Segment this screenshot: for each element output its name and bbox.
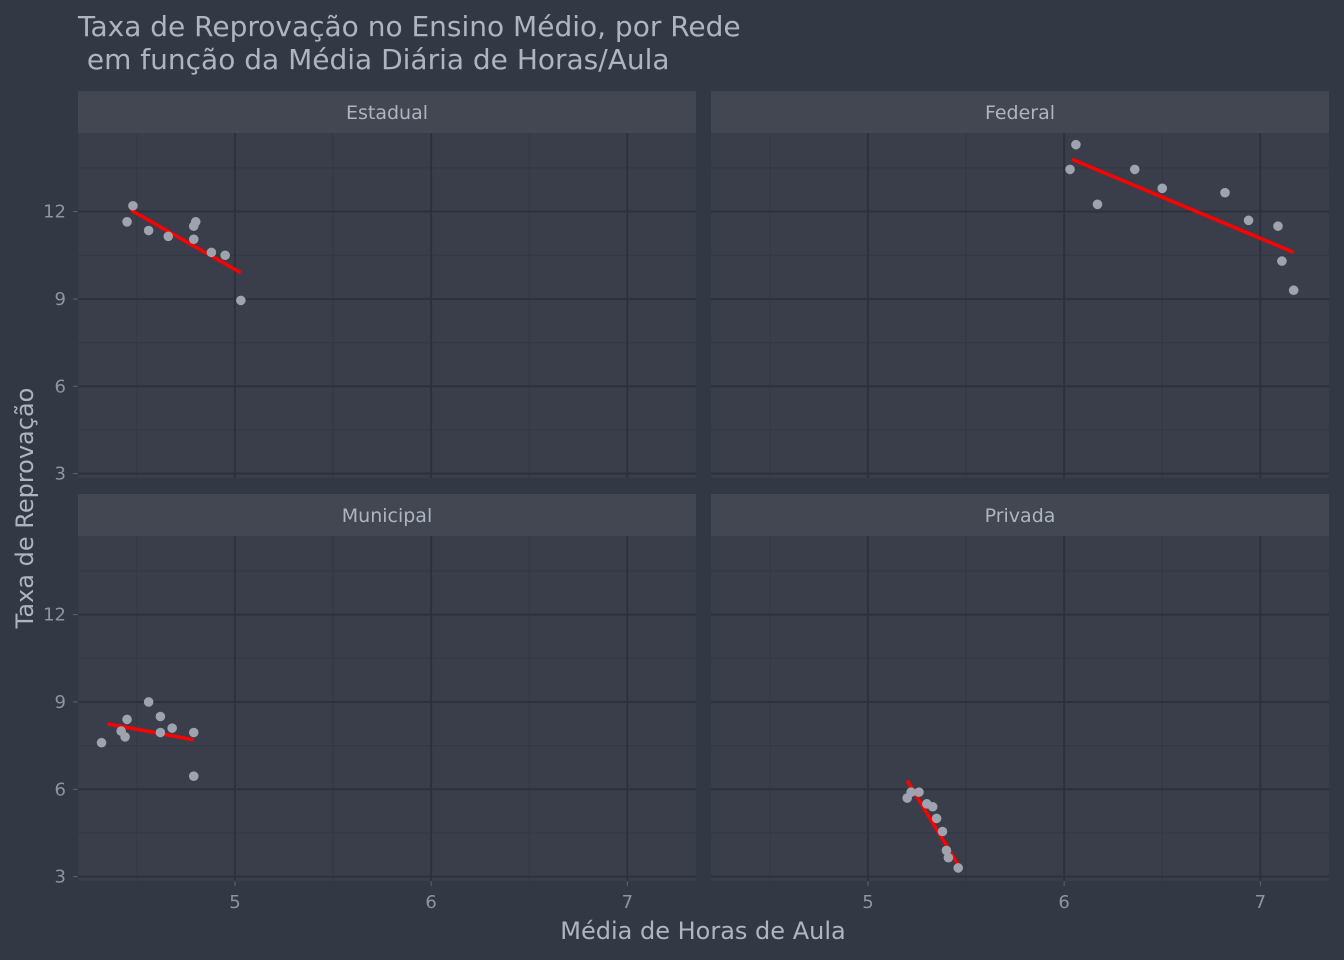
- y-axis-title: Taxa de Reprovação: [11, 388, 39, 630]
- facet-strip: [711, 91, 1329, 133]
- data-point: [206, 247, 217, 258]
- facet-label-municipal: Municipal: [342, 505, 432, 527]
- data-point: [143, 225, 154, 236]
- data-point: [1071, 139, 1081, 150]
- data-point: [167, 723, 177, 733]
- x-axis-ticks-left: 5 6 7: [229, 881, 633, 913]
- panel-background: [78, 133, 696, 478]
- facet-strip: [78, 91, 696, 133]
- facet-label-privada: Privada: [985, 505, 1056, 527]
- y-tick-label: 12: [43, 202, 66, 223]
- data-point: [1288, 285, 1299, 296]
- facet-strip: [711, 494, 1329, 536]
- data-point: [188, 771, 199, 781]
- facet-label-federal: Federal: [985, 102, 1055, 124]
- y-tick-label: 9: [55, 289, 66, 310]
- chart-title-line2: em função da Média Diária de Horas/Aula: [78, 43, 670, 76]
- data-point: [943, 852, 954, 863]
- data-point: [220, 250, 230, 261]
- data-point: [953, 863, 963, 873]
- x-tick-label: 5: [862, 892, 873, 913]
- panel-background: [711, 536, 1329, 881]
- panel-privada: Privada: [711, 494, 1329, 881]
- chart-title-line1: Taxa de Reprovação no Ensino Médio, por …: [77, 10, 741, 43]
- data-point: [1243, 215, 1254, 226]
- y-tick-label: 9: [55, 692, 66, 713]
- panel-background: [711, 133, 1329, 478]
- data-point: [155, 711, 166, 722]
- data-point: [931, 813, 942, 824]
- data-point: [236, 295, 246, 306]
- panel-background: [78, 536, 696, 881]
- data-point: [1157, 183, 1168, 194]
- data-point: [190, 216, 201, 227]
- y-tick-label: 6: [55, 779, 66, 800]
- data-point: [1092, 199, 1103, 210]
- panel-municipal: Municipal 3 6 9 12: [43, 494, 696, 888]
- facet-strip: [78, 494, 696, 536]
- data-point: [128, 200, 138, 211]
- data-point: [122, 714, 132, 725]
- x-tick-label: 6: [1058, 892, 1069, 913]
- data-point: [1129, 164, 1140, 175]
- x-tick-label: 7: [622, 892, 633, 913]
- data-point: [122, 216, 132, 227]
- x-tick-label: 6: [425, 892, 436, 913]
- x-axis-title: Média de Horas de Aula: [560, 917, 845, 945]
- data-point: [188, 727, 199, 738]
- data-point: [927, 801, 938, 812]
- data-point: [1065, 164, 1075, 175]
- data-point: [914, 787, 924, 798]
- y-tick-label: 3: [55, 464, 66, 485]
- panel-federal: Federal: [711, 91, 1329, 478]
- facet-panels: Estadual 3 6 9 12 Federal Municipal 3 6 9 12 Privad…: [43, 91, 1329, 888]
- y-tick-label: 6: [55, 376, 66, 397]
- x-tick-label: 7: [1255, 892, 1266, 913]
- data-point: [120, 732, 130, 742]
- data-point: [906, 787, 916, 798]
- data-point: [163, 231, 174, 242]
- data-point: [1220, 187, 1230, 198]
- data-point: [96, 737, 107, 748]
- panel-estadual: Estadual 3 6 9 12: [43, 91, 696, 485]
- data-point: [143, 697, 154, 707]
- data-point: [1273, 221, 1283, 231]
- data-point: [188, 234, 199, 245]
- data-point: [1277, 256, 1287, 266]
- y-tick-label: 12: [43, 605, 66, 626]
- x-axis-ticks-right: 5 6 7: [862, 881, 1266, 913]
- data-point: [937, 826, 948, 837]
- facet-label-estadual: Estadual: [346, 102, 428, 124]
- x-tick-label: 5: [229, 892, 240, 913]
- data-point: [941, 845, 952, 856]
- y-tick-label: 3: [55, 867, 66, 888]
- data-point: [155, 727, 166, 738]
- fit-line-federal: [1071, 157, 1295, 254]
- fit-line-estadual: [130, 208, 242, 275]
